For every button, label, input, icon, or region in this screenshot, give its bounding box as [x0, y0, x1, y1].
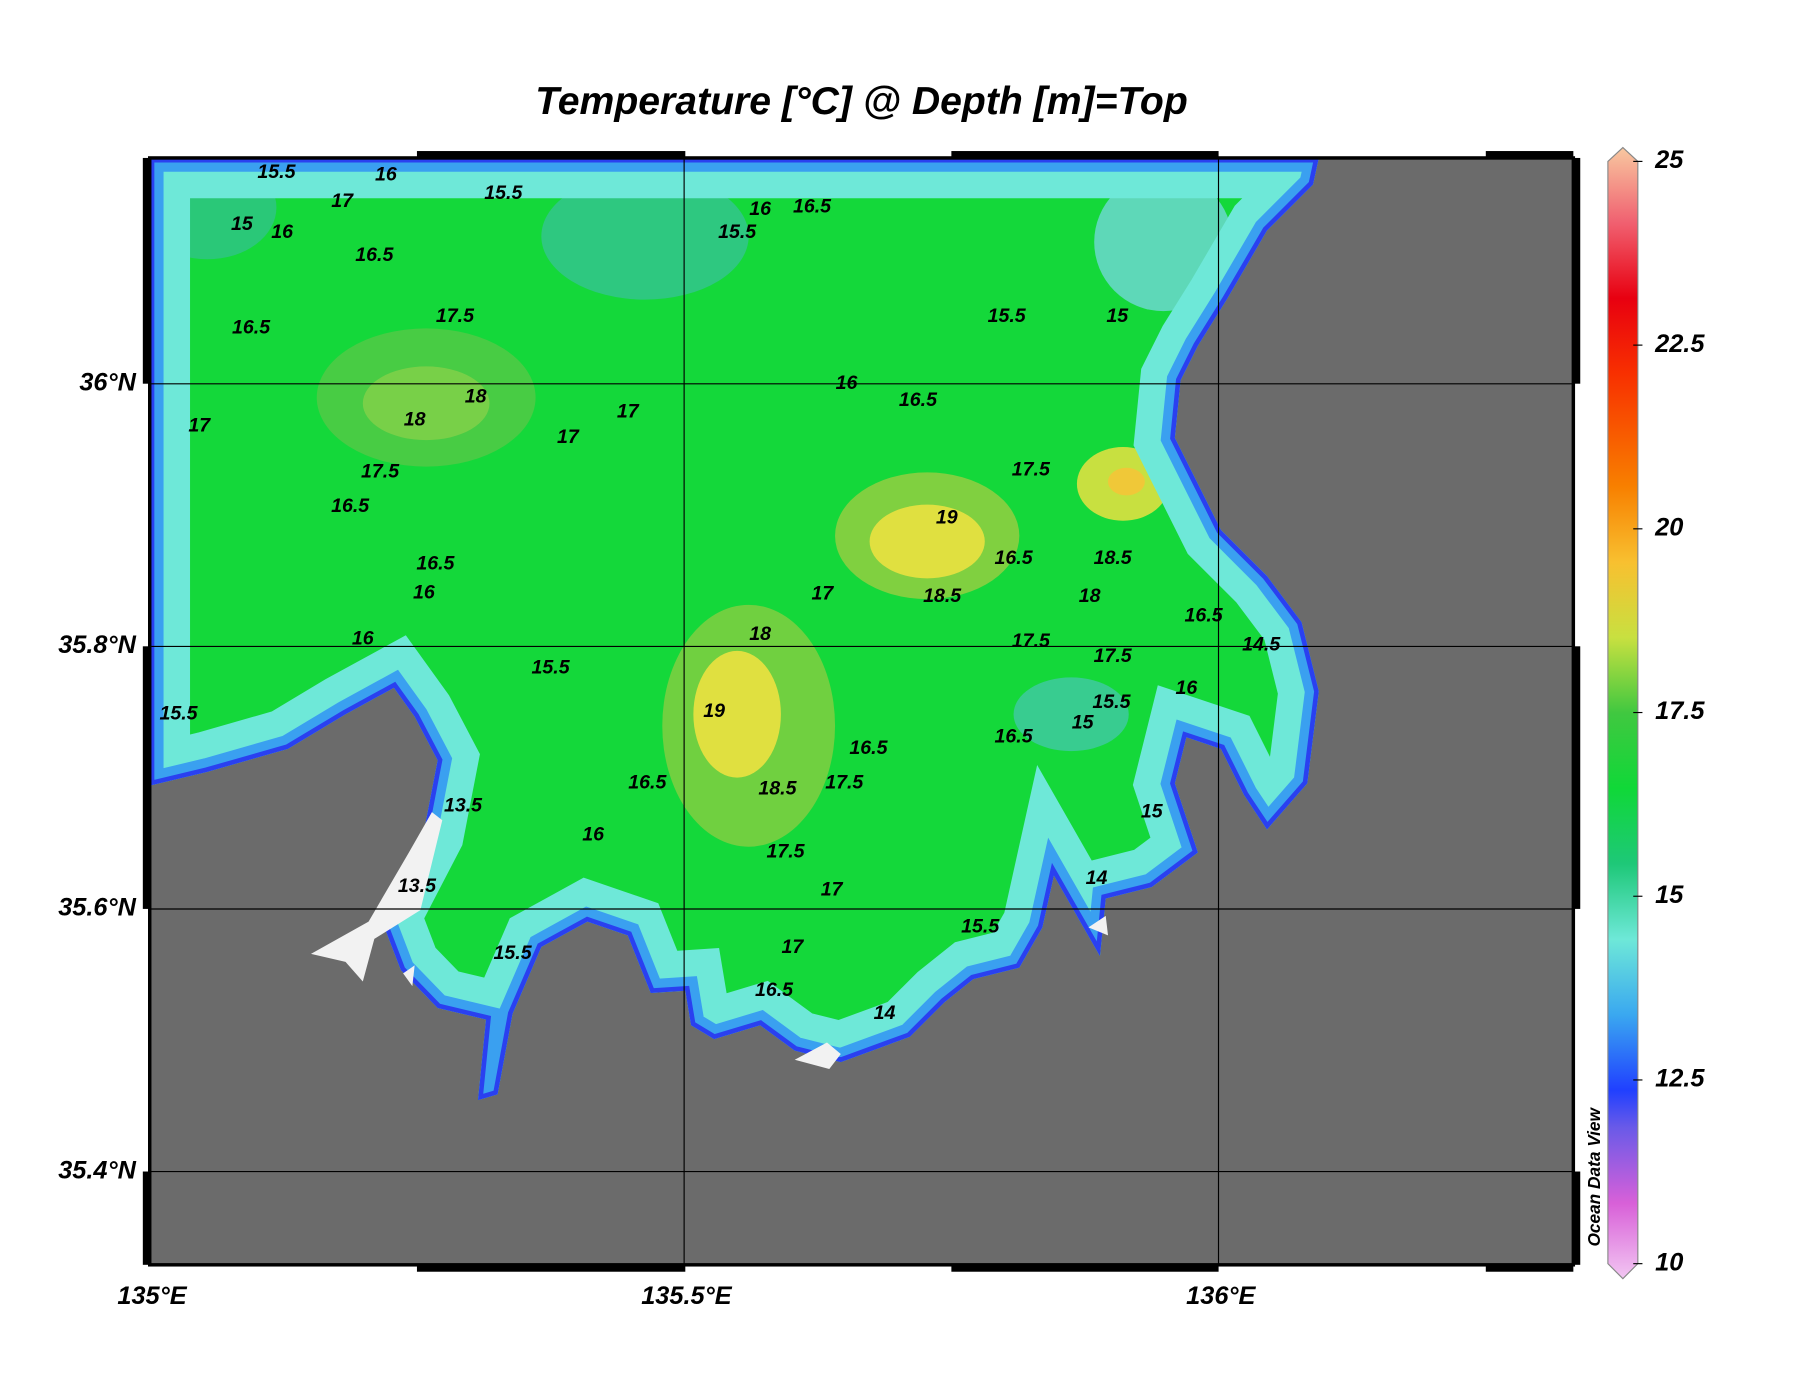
contour-label: 17.5 — [825, 772, 864, 794]
contour-label: 18 — [404, 409, 426, 431]
contour-label: 19 — [936, 507, 958, 529]
contour-label: 16.5 — [355, 244, 394, 266]
contour-label: 17.5 — [1012, 458, 1051, 480]
warm-patch — [693, 650, 781, 778]
contour-label: 17 — [331, 190, 354, 212]
contour-label: 15.5 — [159, 702, 198, 724]
contour-label: 13.5 — [444, 795, 483, 817]
contour-label: 17.5 — [1094, 645, 1133, 667]
colorbar: 10 12.5 15 17.5 20 22.5 25 — [1607, 146, 1705, 1280]
contour-label: 17 — [557, 426, 580, 448]
colorbar-tick-label: 15 — [1655, 881, 1684, 909]
contour-label: 15 — [231, 213, 254, 235]
contour-label: 15.5 — [531, 656, 570, 678]
contour-label: 13.5 — [398, 875, 437, 897]
contour-label: 16.5 — [899, 389, 938, 411]
colorbar-tick-label: 17.5 — [1655, 697, 1705, 725]
sea — [149, 157, 1319, 1101]
y-tick-label: 36°N — [79, 368, 136, 396]
x-tick-label: 135.5°E — [641, 1282, 733, 1310]
colorbar-tick-label: 22.5 — [1654, 330, 1705, 358]
contour-label: 16 — [749, 198, 771, 220]
contour-label: 15.5 — [484, 182, 523, 204]
colorbar-tick-label: 12.5 — [1655, 1065, 1705, 1093]
contour-label: 17 — [617, 401, 640, 423]
contour-label: 16.5 — [995, 547, 1034, 569]
contour-label: 16 — [1175, 677, 1197, 699]
contour-label: 16.5 — [331, 495, 370, 517]
warm-patch — [1108, 467, 1145, 496]
contour-label: 14 — [1086, 867, 1108, 889]
contour-label: 18 — [465, 386, 487, 408]
contour-label: 19 — [703, 700, 725, 722]
contour-label: 16.5 — [793, 196, 832, 218]
contour-label: 16 — [413, 581, 435, 603]
contour-label: 17 — [811, 583, 834, 605]
contour-label: 17.5 — [436, 305, 475, 327]
y-tick-label: 35.4°N — [58, 1156, 136, 1184]
y-tick-label: 35.8°N — [58, 631, 136, 659]
warm-patch — [362, 366, 490, 441]
map-title: Temperature [°C] @ Depth [m]=Top — [535, 80, 1187, 123]
contour-label: 15.5 — [718, 221, 757, 243]
contour-label: 17.5 — [1012, 630, 1051, 652]
cool-patch — [1013, 677, 1129, 752]
contour-label: 15 — [1141, 800, 1164, 822]
contour-label: 14.5 — [1242, 633, 1281, 655]
contour-label: 18.5 — [1094, 547, 1133, 569]
contour-label: 16 — [352, 628, 374, 650]
contour-label: 16.5 — [416, 553, 455, 575]
colorbar-tick-label: 20 — [1654, 514, 1683, 542]
contour-label: 17 — [821, 879, 844, 901]
contour-label: 18 — [749, 623, 771, 645]
contour-label: 18.5 — [923, 585, 962, 607]
contour-label: 16.5 — [849, 737, 888, 759]
contour-label: 15.5 — [988, 305, 1027, 327]
contour-label: 15 — [1072, 712, 1095, 734]
y-tick-label: 35.6°N — [58, 894, 136, 922]
contour-label: 16 — [582, 823, 604, 845]
cool-patch — [541, 172, 749, 300]
colorbar-tick-label: 10 — [1655, 1248, 1683, 1276]
contour-label: 18 — [1079, 585, 1101, 607]
contour-label: 16.5 — [232, 317, 271, 339]
contour-label: 16.5 — [755, 979, 794, 1001]
map-area: 15.5 1615171615.516.516.517.51818171717.5… — [149, 157, 1574, 1265]
contour-label: 16 — [271, 221, 293, 243]
contour-label: 15.5 — [961, 916, 1000, 938]
contour-label: 17 — [188, 414, 211, 436]
contour-label: 15.5 — [1092, 691, 1131, 713]
contour-label: 18.5 — [758, 777, 797, 799]
contour-label: 17.5 — [361, 461, 400, 483]
contour-label: 17.5 — [766, 841, 805, 863]
contour-label: 14 — [874, 1002, 896, 1024]
contour-label: 16.5 — [628, 772, 667, 794]
contour-label: 17 — [782, 936, 805, 958]
x-tick-label: 135°E — [117, 1282, 187, 1310]
contour-label: 16 — [836, 372, 858, 394]
contour-label: 15 — [1106, 305, 1129, 327]
contour-label: 15.5 — [257, 161, 296, 183]
watermark: Ocean Data View — [1584, 1106, 1604, 1246]
frame-scale-bars — [142, 151, 1581, 1272]
contour-label: 16.5 — [995, 725, 1034, 747]
x-tick-label: 136°E — [1186, 1282, 1256, 1310]
contour-label: 15.5 — [493, 942, 532, 964]
contour-label: 16.5 — [1185, 605, 1224, 627]
warm-patch — [869, 504, 985, 579]
colorbar-tick-label: 25 — [1654, 146, 1684, 174]
contour-label: 16 — [375, 163, 397, 185]
